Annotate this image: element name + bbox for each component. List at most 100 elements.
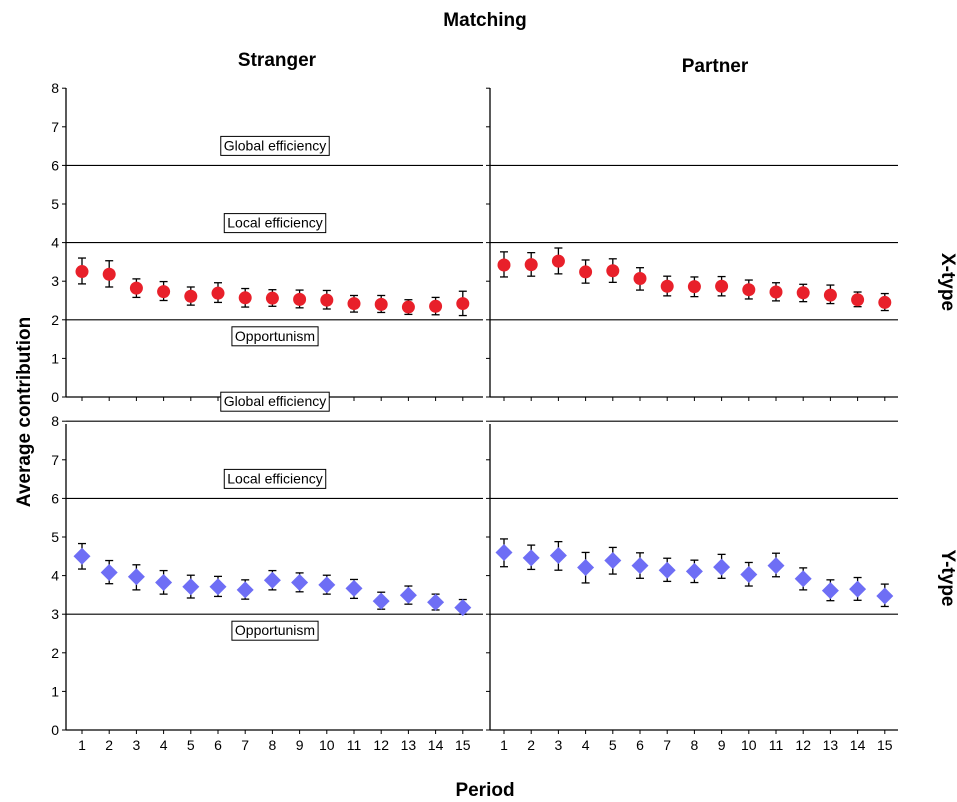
data-point	[157, 285, 171, 299]
y-axis-label: Average contribution	[14, 317, 35, 507]
data-point	[155, 574, 173, 592]
reference-label: Local efficiency	[227, 470, 322, 486]
data-point	[685, 562, 703, 580]
reference-label: Global efficiency	[224, 393, 326, 409]
data-point	[849, 580, 867, 598]
data-point	[687, 280, 701, 294]
data-point	[713, 558, 731, 576]
x-tick-label: 4	[582, 737, 590, 753]
x-tick-label: 8	[269, 737, 277, 753]
reference-label: Global efficiency	[224, 137, 326, 153]
data-point	[876, 587, 894, 605]
data-point	[127, 568, 145, 586]
data-point	[660, 279, 674, 293]
reference-label: Opportunism	[235, 622, 315, 638]
data-point	[291, 574, 309, 592]
data-point	[73, 547, 91, 565]
y-tick-label: 2	[51, 645, 59, 661]
data-point	[75, 265, 89, 279]
chart-title: Matching	[443, 10, 526, 31]
data-point	[429, 299, 443, 313]
y-tick-label: 2	[51, 312, 59, 328]
panel-partner-y-type: 1 2 3 4 5 6 7 8 9 10 11 12 13 14 15	[486, 420, 898, 753]
x-tick-label: 9	[296, 737, 304, 753]
x-tick-label: 13	[401, 737, 417, 753]
y-tick-label: 0	[51, 389, 59, 405]
x-tick-label: 6	[636, 737, 644, 753]
row-label-x-type: X-type	[937, 253, 957, 311]
reference-label: Opportunism	[235, 328, 315, 344]
data-point	[211, 286, 225, 300]
x-tick-label: 3	[133, 737, 141, 753]
x-tick-label: 14	[428, 737, 444, 753]
data-point	[823, 288, 837, 302]
reference-label-box	[223, 213, 327, 234]
data-point	[265, 291, 279, 305]
data-point	[320, 293, 334, 307]
reference-label-box	[220, 135, 330, 156]
y-tick-label: 1	[51, 683, 59, 699]
data-point	[524, 258, 538, 272]
data-point	[345, 579, 363, 597]
reference-label-box	[231, 326, 319, 347]
data-point	[633, 271, 647, 285]
panel-partner-x-type	[486, 87, 898, 401]
x-tick-label: 10	[741, 737, 757, 753]
data-point	[715, 279, 729, 293]
y-tick-label: 4	[51, 568, 59, 584]
data-point	[794, 570, 812, 588]
data-point	[631, 557, 649, 575]
x-tick-label: 9	[718, 737, 726, 753]
x-tick-label: 1	[78, 737, 86, 753]
x-tick-label: 3	[555, 737, 563, 753]
reference-label-box	[220, 391, 330, 412]
y-tick-label: 6	[51, 157, 59, 173]
data-point	[522, 549, 540, 567]
data-point	[374, 297, 388, 311]
data-point	[851, 293, 865, 307]
data-point	[238, 291, 252, 305]
reference-label-box	[223, 468, 327, 489]
y-tick-label: 1	[51, 350, 59, 366]
x-tick-label: 15	[877, 737, 893, 753]
y-tick-label: 0	[51, 722, 59, 738]
x-tick-label: 11	[769, 737, 784, 753]
y-tick-label: 8	[51, 80, 59, 96]
data-point	[427, 593, 445, 611]
y-tick-label: 7	[51, 119, 59, 135]
data-point	[184, 289, 198, 303]
data-point	[454, 599, 472, 617]
x-tick-label: 5	[187, 737, 195, 753]
y-tick-label: 5	[51, 529, 59, 545]
x-tick-label: 2	[105, 737, 113, 753]
data-point	[102, 267, 116, 281]
data-point	[551, 254, 565, 268]
data-point	[129, 281, 143, 295]
data-point	[497, 258, 511, 272]
x-tick-label: 5	[609, 737, 617, 753]
data-point	[742, 283, 756, 297]
data-point	[495, 543, 513, 561]
data-point	[604, 552, 622, 570]
data-point	[399, 586, 417, 604]
data-point	[821, 582, 839, 600]
panel-stranger-x-type: 0 1 2 3 4 5 6 7 8 Global efficiency Local efficien…	[51, 80, 483, 405]
reference-label-box	[231, 620, 319, 641]
data-point	[606, 264, 620, 278]
x-tick-label: 15	[455, 737, 471, 753]
y-tick-label: 5	[51, 196, 59, 212]
x-tick-label: 12	[373, 737, 389, 753]
y-tick-label: 6	[51, 490, 59, 506]
y-tick-label: 3	[51, 606, 59, 622]
column-label-partner: Partner	[682, 56, 749, 77]
data-point	[347, 297, 361, 311]
x-tick-label: 12	[795, 737, 811, 753]
y-tick-label: 4	[51, 235, 59, 251]
y-tick-label: 3	[51, 273, 59, 289]
data-point	[549, 547, 567, 565]
x-tick-label: 13	[823, 737, 839, 753]
data-point	[577, 558, 595, 576]
data-point	[293, 292, 307, 306]
